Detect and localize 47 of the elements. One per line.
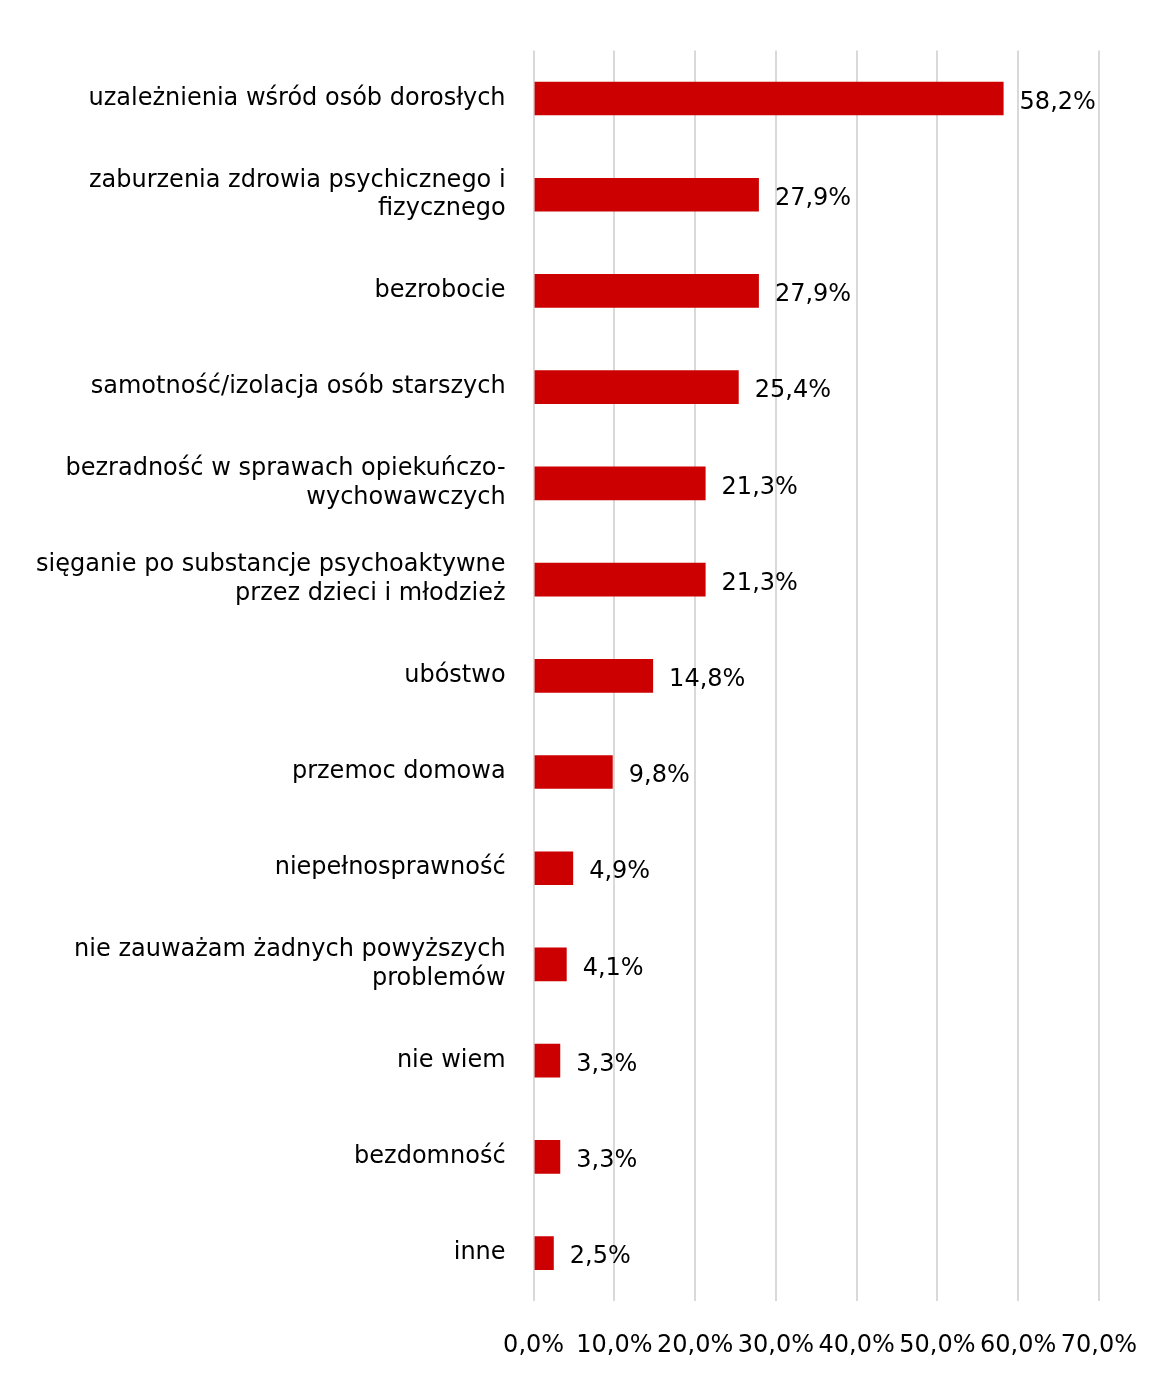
- y-tick-label: uzależnienia wśród osób dorosłych: [88, 82, 506, 111]
- bar: [534, 658, 654, 693]
- x-tick-label: 0,0%: [503, 1329, 565, 1358]
- x-tick-label: 60,0%: [980, 1329, 1057, 1358]
- y-tick-label: nie zauważam żadnych powyższych problemów: [74, 934, 506, 992]
- x-tick-label: 50,0%: [899, 1329, 976, 1358]
- bar: [534, 562, 706, 597]
- bar: [534, 370, 739, 404]
- bar: [534, 177, 759, 212]
- data-label: 27,9%: [774, 279, 852, 308]
- y-tick-label: samotność/izolacja osób starszych: [90, 371, 506, 400]
- x-tick-label: 40,0%: [818, 1329, 895, 1358]
- data-label: 4,9%: [589, 856, 651, 885]
- y-tick-label: nie wiem: [396, 1044, 506, 1073]
- data-label: 25,4%: [754, 375, 831, 404]
- y-tick-label: bezrobocie: [374, 275, 506, 304]
- data-label: 3,3%: [576, 1048, 638, 1077]
- y-tick-label: niepełnosprawność: [274, 852, 506, 881]
- y-tick-label: bezradność w sprawach opiekuńczo-wychowawczych: [65, 453, 506, 510]
- data-label: 21,3%: [721, 567, 798, 596]
- data-label: 21,3%: [721, 471, 798, 500]
- bar: [534, 947, 567, 982]
- data-label: 9,8%: [628, 760, 690, 789]
- data-label: 58,2%: [1019, 86, 1096, 115]
- y-tick-label: inne: [453, 1237, 506, 1266]
- data-label: 4,1%: [582, 952, 644, 981]
- x-tick-label: 10,0%: [576, 1329, 653, 1358]
- bar: [534, 1043, 561, 1078]
- bar: [534, 274, 759, 308]
- y-tick-label: przemoc domowa: [291, 756, 506, 785]
- bar: [534, 851, 574, 886]
- bar: [534, 81, 1004, 116]
- y-tick-label: sięganie po substancje psychoaktywne przez dzieci i młodzież: [36, 549, 506, 607]
- y-tick-label: bezdomność: [354, 1141, 506, 1170]
- x-tick-label: 30,0%: [737, 1329, 814, 1358]
- y-tick-label: zaburzenia zdrowia psychicznego i fizycznego: [88, 164, 506, 222]
- bar: [534, 1140, 561, 1174]
- data-label: 3,3%: [576, 1145, 638, 1174]
- bar: [534, 466, 706, 501]
- data-label: 14,8%: [669, 664, 746, 693]
- y-tick-label: ubóstwo: [404, 660, 506, 689]
- data-label: 27,9%: [774, 182, 852, 211]
- bar: [534, 1236, 554, 1270]
- x-tick-label: 70,0%: [1060, 1329, 1137, 1358]
- x-tick-label: 20,0%: [656, 1329, 734, 1358]
- data-label: 2,5%: [569, 1241, 631, 1270]
- bar: [534, 755, 613, 789]
